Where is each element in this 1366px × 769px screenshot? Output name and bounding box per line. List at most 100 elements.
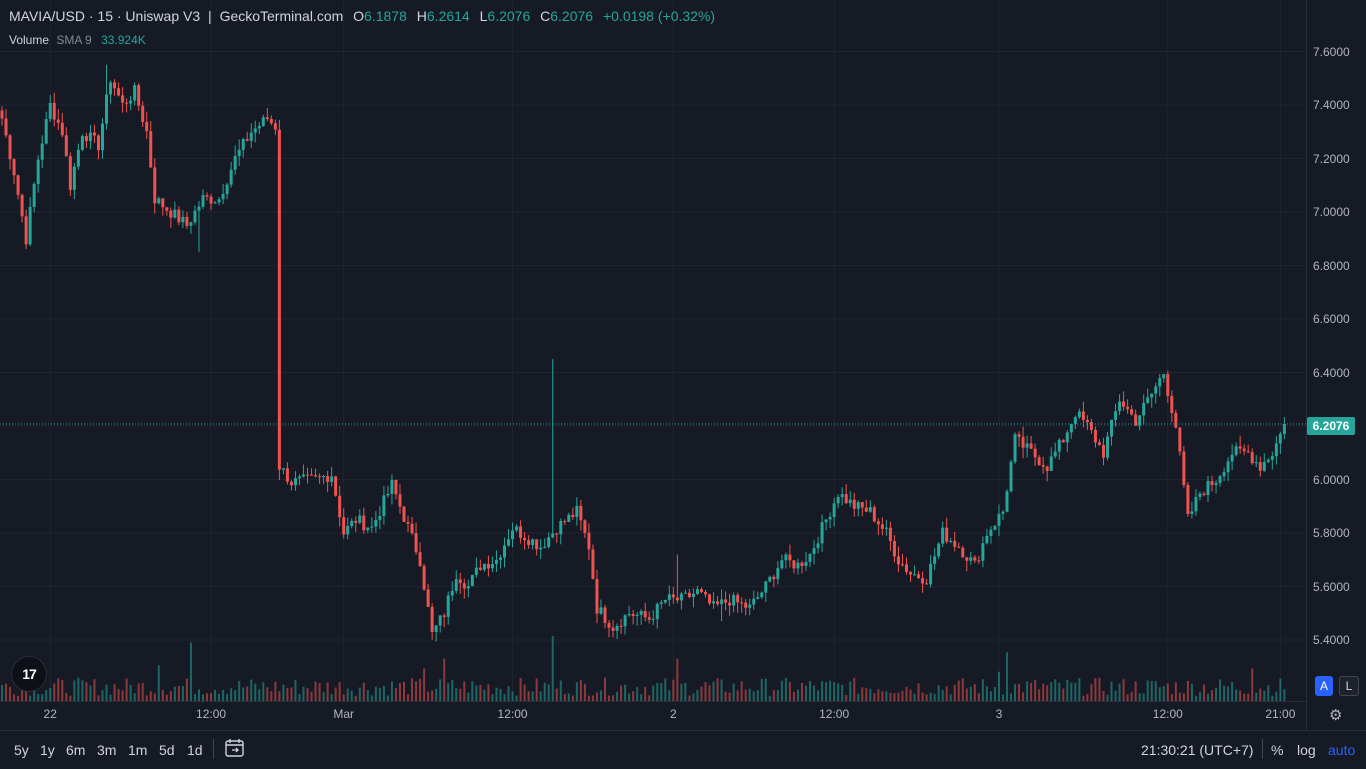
price-tick-label: 7.4000 [1313,98,1350,112]
volume-bar [181,686,184,701]
candle-body [1097,442,1101,445]
log-scale-toggle[interactable]: log [1297,742,1316,758]
candle-body [884,527,888,529]
volume-bar [9,686,12,701]
volume-bar [1034,679,1037,701]
range-5y-button[interactable]: 5y [14,742,29,758]
candle-body [808,554,812,562]
candle-body [848,499,852,504]
candle-body [997,513,1001,526]
log-scale-button[interactable]: L [1339,676,1359,696]
volume-bar [1086,694,1089,701]
volume-bar [1010,693,1013,701]
range-6m-button[interactable]: 6m [66,742,86,758]
volume-bar [1066,679,1069,701]
volume-bar [1198,692,1201,701]
volume-bar [149,691,152,701]
candle-body [189,222,193,226]
volume-bar [805,685,807,701]
candle-body [442,615,446,617]
range-1m-button[interactable]: 1m [128,742,148,758]
date-range-icon[interactable] [223,737,247,759]
volume-bar [1146,680,1149,701]
candle-body [374,519,378,527]
tradingview-logo-icon[interactable]: 17 [11,656,47,692]
candle-body [1001,511,1005,514]
percent-scale-toggle[interactable]: % [1271,742,1284,758]
time-tick-label: 12:00 [196,707,227,721]
candle-body [293,478,297,486]
volume-bar [881,691,884,701]
volume-bar [628,693,631,701]
candle-body [756,597,760,599]
auto-scale-toggle[interactable]: auto [1328,742,1356,758]
candle-body [245,139,249,141]
volume-bar [957,680,960,701]
volume-bar [933,694,936,701]
candle-body [0,110,4,119]
range-1d-button[interactable]: 1d [187,742,203,758]
volume-bar [25,687,28,701]
volume-bar [768,695,771,701]
volume-bar [113,684,116,701]
candle-body [1162,374,1166,379]
candle-body [338,495,342,518]
volume-bar [1114,690,1117,701]
candle-body [607,622,611,628]
candle-body [917,574,921,579]
volume-bar [704,681,707,701]
volume-bar [358,687,361,701]
candle-body [583,520,587,533]
volume-bar [849,681,852,701]
range-1y-button[interactable]: 1y [40,742,55,758]
candle-body [358,515,362,523]
candle-body [346,526,350,535]
candle-body [627,614,631,616]
volume-bar [1106,694,1109,701]
candle-body [675,597,679,601]
volume-bar [1243,693,1246,701]
volume-bar [141,682,144,701]
candle-body [434,625,438,633]
volume-bar [197,689,200,701]
price-chart[interactable] [0,0,1366,730]
candle-body [48,102,52,120]
candle-body [1254,462,1258,464]
candle-body [744,602,748,608]
volume-bar [435,688,438,701]
volume-bar [222,689,225,701]
gear-icon[interactable]: ⚙ [1329,707,1343,724]
volume-bar [925,694,928,701]
candle-body [474,567,478,575]
volume-bar [981,679,984,701]
volume-bar [302,686,305,701]
candle-body [109,82,113,95]
volume-bar [1130,691,1133,701]
candle-body [169,210,173,218]
candle-body [989,529,993,536]
volume-bar [262,682,265,701]
volume-bar [390,681,393,701]
candle-body [36,159,40,185]
clock-timezone[interactable]: 21:30:21 (UTC+7) [1141,742,1254,758]
candle-body [1118,401,1122,412]
auto-scale-button[interactable]: A [1315,676,1333,696]
range-3m-button[interactable]: 3m [97,742,117,758]
candle-body [60,122,64,136]
candle-body [306,474,310,476]
ohlc-close: C6.2076 [540,8,594,24]
candle-body [695,589,699,594]
candle-body [1190,511,1194,514]
volume-bar [567,693,570,701]
volume-bar [415,681,418,701]
volume-bar [374,686,377,701]
candle-body [253,128,257,133]
volume-bar [700,686,703,701]
candle-body [96,135,100,151]
range-5d-button[interactable]: 5d [159,742,175,758]
volume-bar [439,679,442,701]
volume-bar [1030,682,1033,701]
volume-bar [1,685,3,701]
volume-bar [214,689,217,701]
volume-bar [137,683,140,701]
